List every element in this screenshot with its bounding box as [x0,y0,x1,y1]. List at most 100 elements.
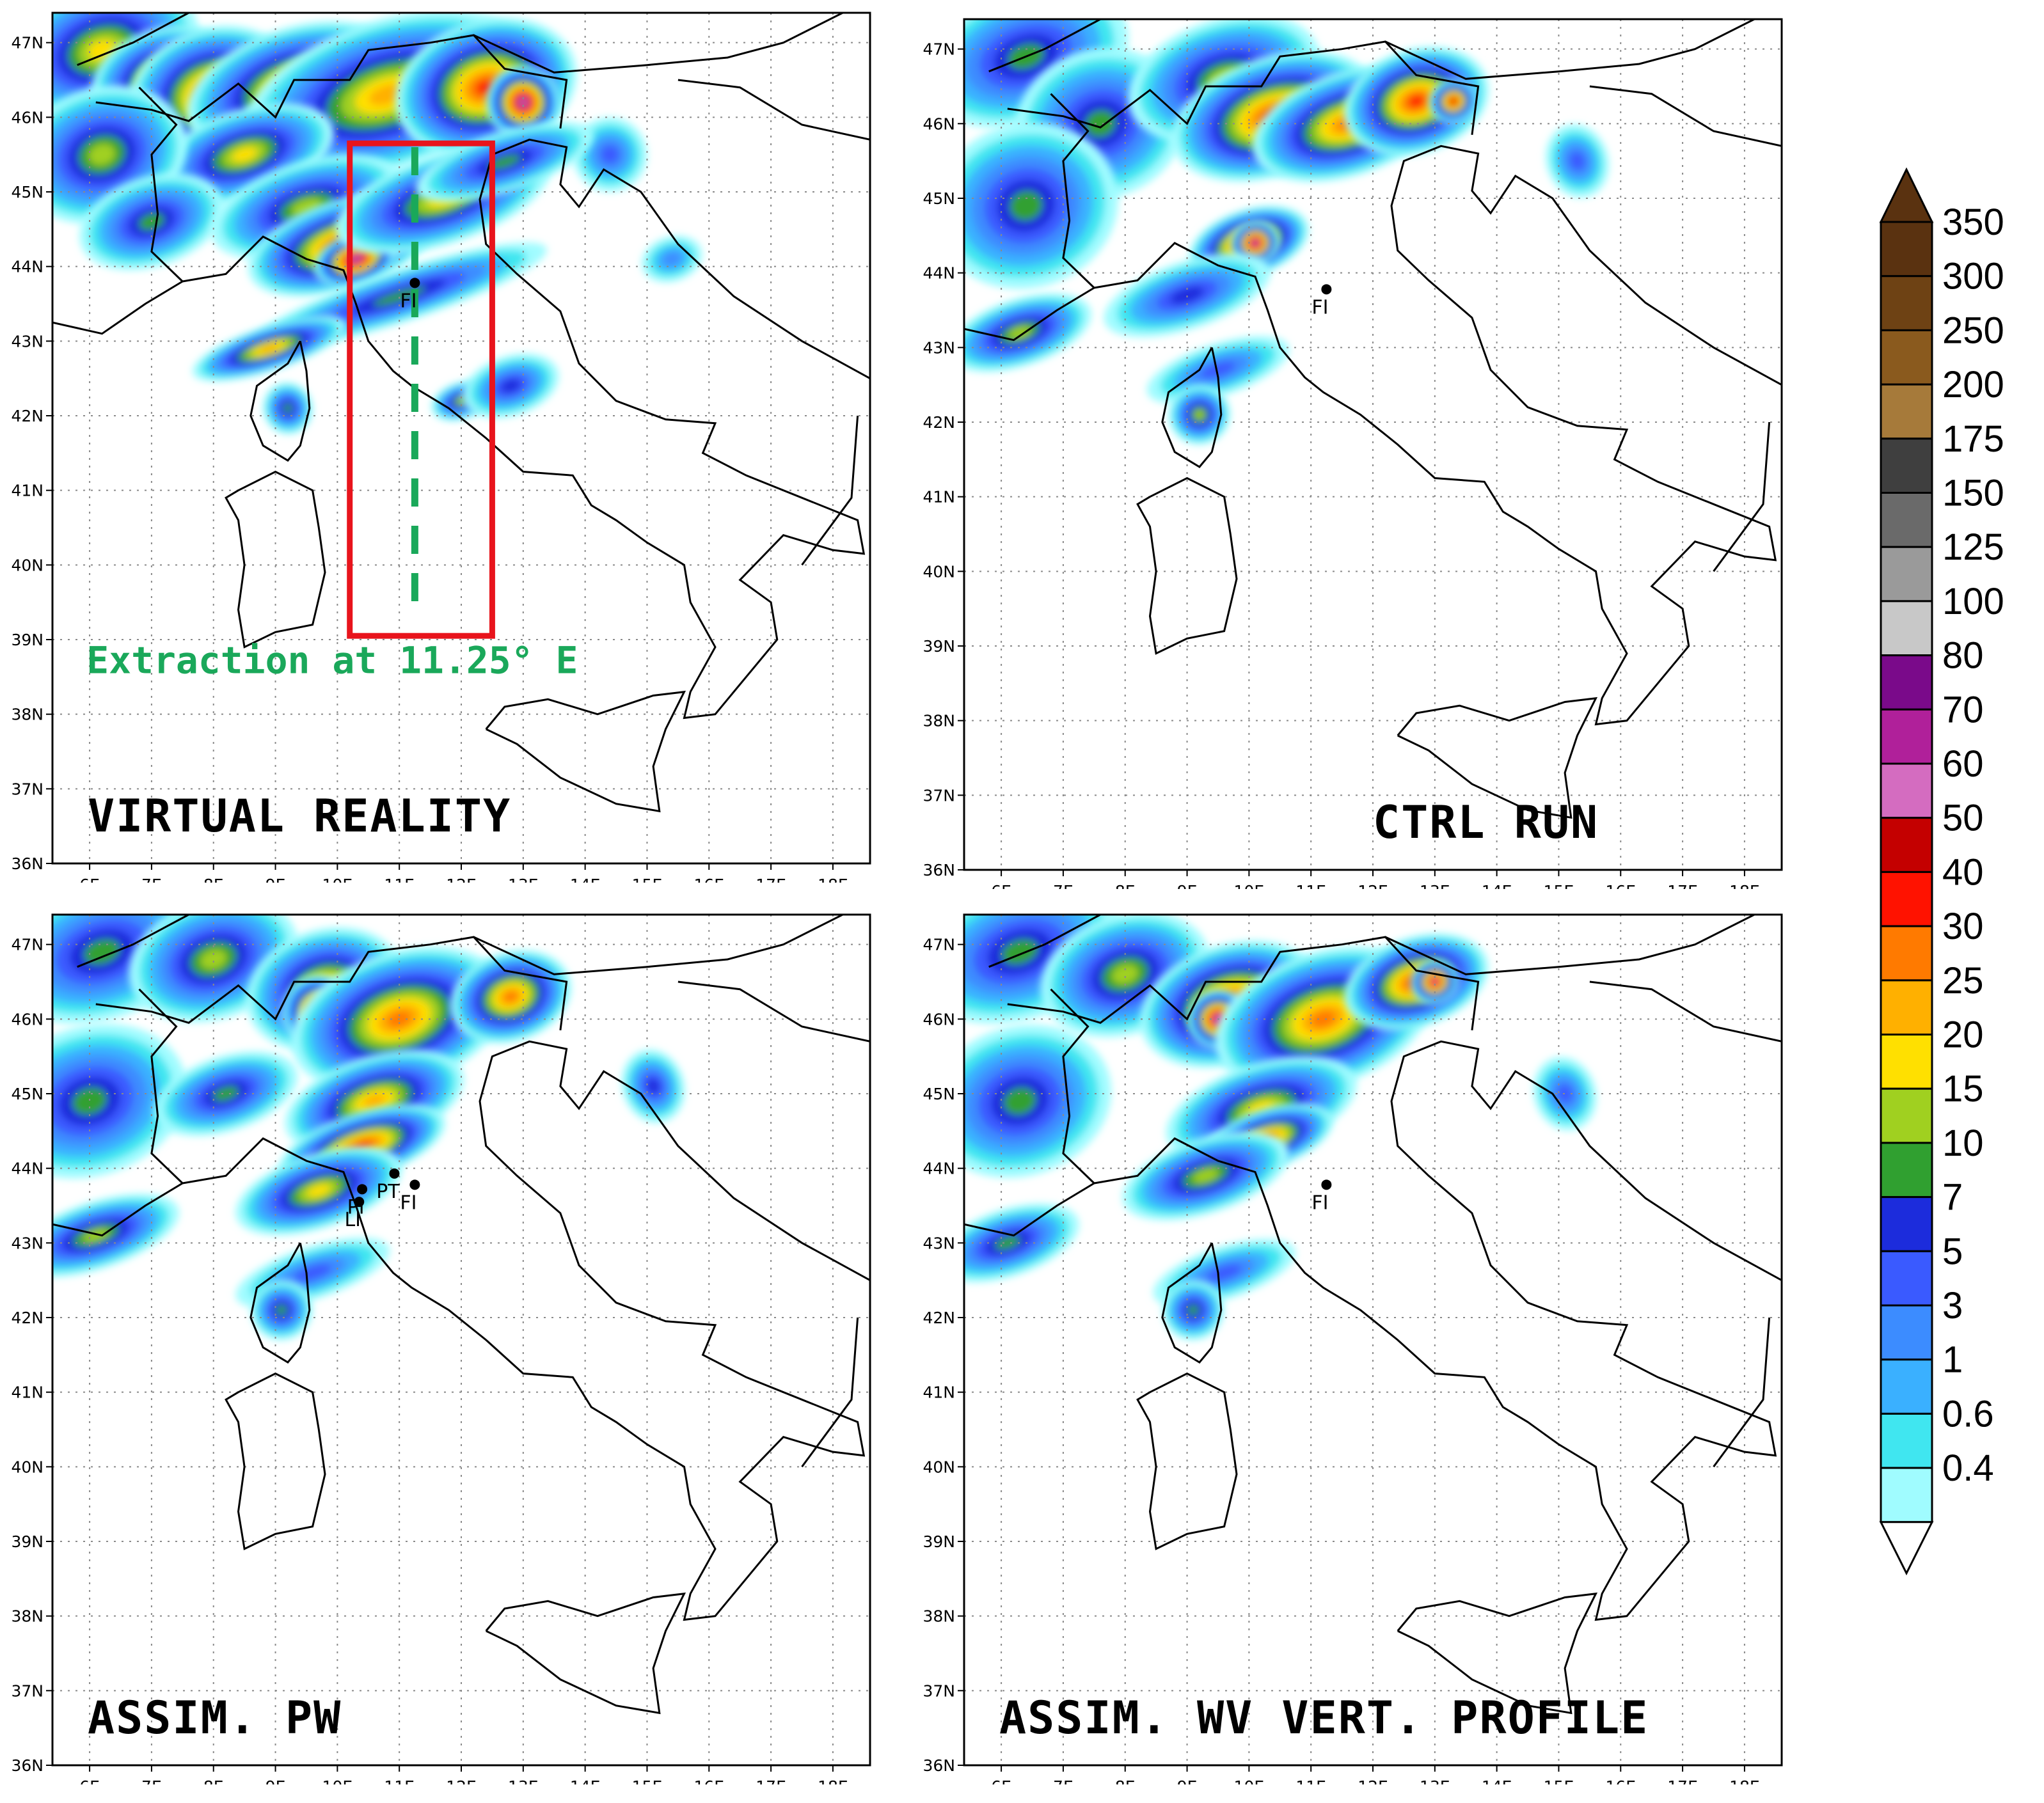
coastline [485,690,686,813]
lon-tick-label: 8E [203,1777,224,1784]
lon-tick-label: 14E [570,1777,601,1784]
lon-tick-label: 11E [384,876,415,883]
coastline [1007,40,1480,135]
precip-cell [129,915,298,1023]
grid-lines [52,13,870,863]
lat-tick-label: 42N [923,1309,955,1327]
precip-cell [415,122,594,203]
coastline [250,340,311,462]
lat-tick-label: 36N [923,861,955,879]
colorbar-label: 10 [1942,1122,1984,1164]
coastline [1094,1040,1782,1621]
lon-tick-label: 10E [322,1777,353,1784]
map-virtual-reality: 6E 7E 8E 9E 10E 11E 12E 13E 14E 15E 16E 17E 18E 36N 37… [11,12,871,883]
colorbar-label: 5 [1942,1231,1963,1272]
grid-lines [964,915,1782,1765]
map-ctrl-run: 6E 7E 8E 9E 10E 11E 12E 13E 14E 15E 16E 17E 18E 36N 37… [923,18,1783,889]
lat-tick-label: 42N [923,413,955,432]
lon-tick-label: 12E [446,876,477,883]
station-marker [409,278,420,288]
lon-tick-label: 6E [991,1777,1011,1784]
coastline [1713,1317,1771,1468]
lat-tick-label: 44N [11,258,44,276]
colorbar-label: 0.4 [1942,1447,1994,1489]
precip-cell [964,122,1118,289]
lon-tick-label: 17E [1667,1777,1698,1784]
lat-tick-label: 41N [11,1383,44,1402]
coastline [52,280,184,335]
lat-tick-label: 39N [11,631,44,649]
precip-cell [1162,1280,1224,1341]
coastline [964,287,1095,342]
lat-tick-label: 36N [11,854,44,873]
precip-cell [1429,78,1478,124]
coastline [77,13,189,67]
station-label: PT [376,1181,400,1203]
coastline [138,86,184,283]
colorbar-segment [1880,329,1933,386]
colorbar-label: 125 [1942,526,2004,568]
lon-tick-label: 16E [693,1777,724,1784]
precip-cell [964,1024,1111,1178]
coastline [473,13,845,74]
lon-tick-label: 18E [1729,1777,1760,1784]
precip-cell [486,65,560,140]
colorbar-segment [1880,1412,1933,1469]
colorbar-label: 175 [1942,418,2004,460]
coastline [1050,93,1095,289]
lat-tick-label: 47N [923,936,955,954]
colorbar-segment [1880,1358,1933,1415]
lon-tick-label: 16E [1605,882,1636,889]
precip-cell [641,235,702,283]
coastline [1136,476,1238,655]
lon-tick-label: 17E [1667,882,1698,889]
lat-tick-label: 40N [923,562,955,581]
coastline [95,34,568,129]
coastline [77,915,189,968]
colorbar-label: 25 [1942,960,1984,1002]
grid-lines [964,19,1782,870]
coastline [988,19,1101,73]
coastline [677,79,870,141]
coastline [801,415,859,566]
extraction-label: Extraction at 11.25° E [86,639,578,682]
coastline [250,1242,311,1364]
colorbar-label: 7 [1942,1177,1963,1218]
tick-labels: 6E 7E 8E 9E 10E 11E 12E 13E 14E 15E 16E 17E 18E 36N 37… [11,34,848,883]
colorbar-segment [1880,437,1933,494]
panel-title: CTRL RUN [1373,796,1599,849]
station-marker [1321,284,1332,295]
lon-tick-label: 18E [818,876,848,883]
lat-tick-label: 40N [11,1458,44,1476]
coastline [485,1592,686,1715]
lon-tick-label: 16E [1605,1777,1636,1784]
lon-tick-label: 18E [1729,882,1760,889]
lon-tick-label: 8E [1115,1777,1136,1784]
coastlines [52,13,870,813]
colorbar-segment [1880,1250,1933,1307]
coastline [1713,421,1771,572]
colorbar-segment [1880,492,1933,548]
coastline [1094,145,1782,726]
lon-tick-label: 7E [141,1777,162,1784]
colorbar-segment [1880,1142,1933,1199]
lat-tick-label: 40N [923,1458,955,1476]
station-label: PI [347,1196,365,1218]
colorbar-label: 30 [1942,906,1984,947]
station-marker [354,1197,365,1208]
coastline [1589,980,1782,1043]
colorbar-top-arrow [1879,167,1934,223]
coastline [1589,85,1782,147]
colorbar-label: 250 [1942,310,2004,351]
lon-tick-label: 17E [756,876,786,883]
lon-tick-label: 12E [446,1777,477,1784]
precip-cell [1230,220,1280,266]
colorbar-segment [1880,925,1933,982]
lat-tick-label: 42N [11,407,44,425]
colorbar-segment [1880,817,1933,873]
lat-tick-label: 46N [923,1010,955,1028]
lat-tick-label: 45N [11,183,44,201]
extraction-box [347,140,495,639]
lon-tick-label: 9E [1177,1777,1198,1784]
stations: FI [1311,1179,1332,1214]
